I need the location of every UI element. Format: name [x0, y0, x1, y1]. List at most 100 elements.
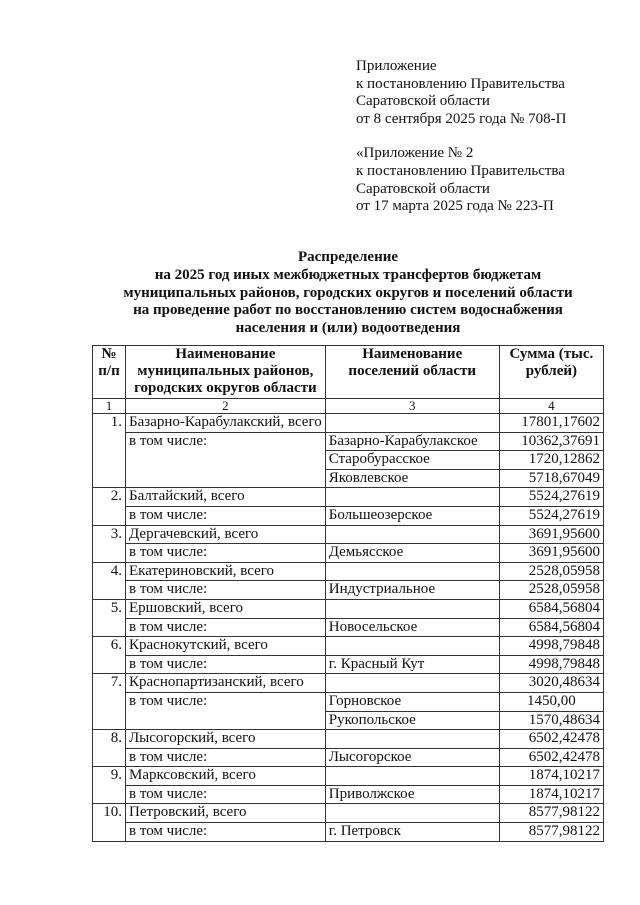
- row-number: 3.: [92, 524, 126, 563]
- district-total: 3691,95600: [498, 524, 605, 545]
- district-name: Дергачевский, всего: [125, 524, 326, 545]
- settlement-name: Рукопольское: [324, 710, 500, 731]
- settlement-name: [324, 413, 500, 433]
- including-label: в том числе:: [125, 431, 326, 489]
- table-row: 6. Краснокутский, всего 4998,79848: [92, 636, 605, 675]
- column-index: 2: [125, 398, 326, 414]
- appendix-line: Саратовской области: [356, 180, 490, 197]
- including-label: в том числе:: [125, 505, 326, 526]
- header-row: № п/п Наименование муниципальных районов…: [92, 345, 605, 399]
- table-row: в том числе: Новосельское 6584,56804: [93, 617, 605, 638]
- district-total: 4998,79848: [498, 636, 605, 656]
- including-label: в том числе:: [125, 691, 326, 731]
- table-row: в том числе: Приволжское 1874,10217: [93, 784, 605, 805]
- appendix-line: к постановлению Правительства: [356, 75, 565, 92]
- district-name: Петровский, всего: [125, 803, 326, 824]
- settlement-sum: 1874,10217: [498, 784, 605, 805]
- including-label: в том числе:: [125, 543, 326, 563]
- table-row: в том числе: г. Петровск 8577,98122: [93, 822, 605, 842]
- header-settlement: Наименование поселений области: [324, 345, 500, 399]
- title-line: Распределение: [297, 249, 399, 265]
- district-name: Марксовский, всего: [125, 766, 326, 786]
- title-line: на проведение работ по восстановлению си…: [133, 302, 563, 319]
- settlement-name: [324, 673, 500, 693]
- settlement-name: Приволжское: [324, 784, 500, 805]
- district-name: Ершовский, всего: [125, 598, 326, 619]
- settlement-name: [324, 487, 500, 507]
- column-index: 1: [92, 398, 126, 414]
- settlement-name: Яковлевское: [324, 468, 500, 489]
- appendix-line: Саратовской области: [356, 93, 490, 110]
- row-number: 6.: [92, 636, 126, 675]
- settlement-name: [324, 636, 500, 656]
- district-name: Лысогорский, всего: [125, 729, 326, 749]
- header-sum: Сумма (тыс. рублей): [498, 345, 605, 399]
- appendix-line: от 17 марта 2025 года № 223-П: [356, 198, 554, 215]
- table-row: Старобурасское 1720,12862: [93, 450, 605, 470]
- title-line: населения и (или) водоотведения: [235, 320, 461, 337]
- table-row: в том числе: Базарно-Карабулакское 10362,3…: [93, 431, 605, 489]
- column-index: 3: [324, 398, 500, 414]
- row-number: 1.: [92, 412, 126, 489]
- settlement-name: Лысогорское: [324, 747, 500, 768]
- appendix-line: к постановлению Правительства: [356, 162, 565, 179]
- document-title: Распределение на 2025 год иных межбюджет…: [92, 249, 604, 338]
- settlement-sum: 1720,12862: [498, 450, 605, 470]
- column-index-row: 1 2 3 4: [92, 398, 605, 414]
- table-row: 1. Базарно-Карабулакский, всего 17801,1760…: [92, 412, 605, 489]
- district-total: 8577,98122: [498, 803, 605, 824]
- row-number: 7.: [92, 673, 126, 731]
- settlement-sum: 10362,37691: [498, 431, 605, 452]
- settlement-name: Демьясское: [324, 543, 500, 563]
- table-row: 7. Краснопартизанский, всего 3020,48634: [92, 673, 605, 731]
- settlement-sum: 1450,00: [498, 691, 605, 712]
- district-total: 1874,10217: [498, 766, 605, 786]
- settlement-sum: 6502,42478: [498, 747, 605, 768]
- settlement-sum: 5718,67049: [498, 468, 605, 489]
- appendix-line: «Приложение № 2: [356, 145, 474, 162]
- settlement-name: [324, 561, 500, 582]
- settlement-sum: 8577,98122: [498, 822, 605, 842]
- district-total: 6584,56804: [498, 598, 605, 619]
- row-number: 9.: [92, 766, 126, 805]
- header-district: Наименование муниципальных районов, горо…: [125, 345, 326, 399]
- table-row: в том числе: Лысогорское 6502,42478: [93, 747, 605, 768]
- settlement-name: [324, 803, 500, 824]
- row-number: 4.: [92, 561, 126, 600]
- including-label: в том числе:: [125, 747, 326, 768]
- settlement-sum: 3691,95600: [498, 543, 605, 563]
- settlement-sum: 6584,56804: [498, 617, 605, 638]
- settlement-name: Индустриальное: [324, 580, 500, 600]
- district-total: 6502,42478: [498, 729, 605, 749]
- settlement-name: [324, 766, 500, 786]
- settlement-name: Новосельское: [324, 617, 500, 638]
- table-row: в том числе: Демьясское 3691,95600: [93, 543, 605, 563]
- including-label: в том числе:: [125, 784, 326, 805]
- row-number: 2.: [92, 487, 126, 526]
- appendix-block: Приложение к постановлению Правительства…: [356, 58, 566, 216]
- table-row: Рукопольское 1570,48634: [93, 710, 605, 731]
- title-line: на 2025 год иных межбюджетных трансферто…: [154, 266, 542, 283]
- table-row: 9. Марксовский, всего 1874,10217: [92, 766, 605, 805]
- including-label: в том числе:: [125, 580, 326, 600]
- table-row: в том числе: Большеозерское 5524,27619: [93, 505, 605, 526]
- district-name: Екатериновский, всего: [125, 561, 326, 582]
- district-name: Краснокутский, всего: [125, 636, 326, 656]
- row-number: 8.: [92, 729, 126, 768]
- including-label: в том числе:: [125, 822, 326, 842]
- district-total: 2528,05958: [498, 561, 605, 582]
- row-number: 10.: [92, 803, 126, 842]
- district-name: Базарно-Карабулакский, всего: [125, 413, 326, 433]
- header-number: № п/п: [92, 345, 126, 399]
- settlement-name: г. Красный Кут: [324, 654, 500, 675]
- settlement-name: Базарно-Карабулакское: [324, 431, 500, 452]
- settlement-name: [324, 598, 500, 619]
- table-body: 1. Базарно-Карабулакский, всего 17801,1760…: [92, 412, 605, 842]
- settlement-name: Большеозерское: [324, 505, 500, 526]
- table-row: 10. Петровский, всего 8577,98122: [92, 803, 605, 842]
- settlement-name: [324, 729, 500, 749]
- settlement-sum: 1570,48634: [498, 710, 605, 731]
- distribution-table: № п/п Наименование муниципальных районов…: [92, 345, 605, 842]
- table-row: в том числе: Индустриальное 2528,05958: [93, 580, 605, 600]
- settlement-name: Горновское: [324, 691, 500, 712]
